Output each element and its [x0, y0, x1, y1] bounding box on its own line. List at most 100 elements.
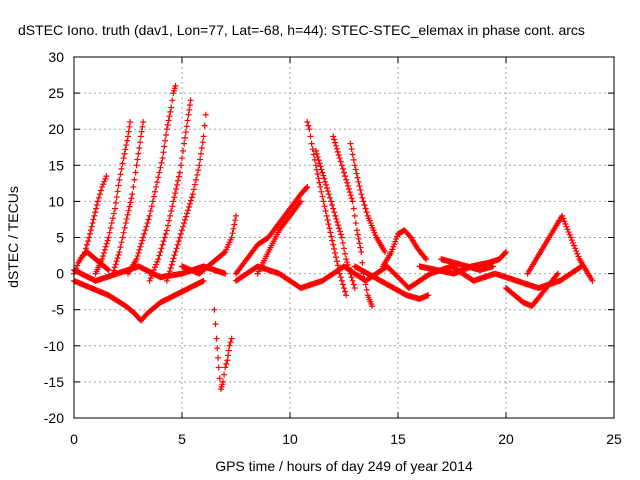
data-point: [136, 144, 143, 151]
data-point: [346, 189, 353, 196]
data-point: [182, 134, 189, 141]
data-point: [158, 245, 165, 252]
data-point: [101, 246, 108, 253]
series-arc21: [524, 212, 596, 284]
y-tick-label: -15: [44, 374, 64, 390]
x-tick-label: 20: [498, 431, 514, 447]
data-point: [315, 175, 322, 182]
data-point: [185, 111, 192, 118]
data-point: [127, 199, 134, 206]
data-point: [103, 240, 110, 247]
data-point: [114, 255, 121, 262]
data-point: [112, 199, 119, 206]
data-point: [349, 151, 356, 158]
data-point: [228, 335, 235, 342]
data-point: [155, 256, 162, 263]
data-point: [503, 248, 509, 255]
data-point: [355, 178, 362, 185]
data-point: [348, 195, 355, 202]
data-point: [135, 150, 142, 157]
data-point: [312, 147, 319, 154]
data-point: [137, 243, 144, 250]
data-point: [336, 155, 343, 162]
data-point: [343, 292, 350, 299]
data-point: [91, 212, 98, 219]
x-tick-label: 25: [606, 431, 622, 447]
data-point: [144, 220, 151, 227]
data-point: [164, 121, 171, 128]
data-point: [342, 288, 349, 295]
data-point: [304, 118, 311, 125]
data-point: [86, 234, 93, 241]
y-tick-label: -5: [52, 302, 65, 318]
data-point: [166, 113, 173, 120]
data-point: [565, 229, 572, 236]
data-point: [174, 177, 181, 184]
data-point: [124, 211, 131, 218]
data-point: [195, 167, 202, 174]
data-point: [559, 212, 566, 219]
data-point: [138, 240, 145, 247]
data-point: [113, 258, 120, 265]
series-arc23: [254, 198, 304, 277]
data-point: [121, 150, 128, 157]
data-point: [157, 164, 164, 171]
data-point: [107, 224, 114, 231]
data-point: [573, 248, 580, 255]
data-point: [232, 217, 239, 224]
data-point: [100, 181, 107, 188]
data-point: [135, 249, 142, 256]
data-point: [179, 227, 185, 234]
data-point: [136, 246, 143, 253]
data-point: [358, 191, 365, 198]
data-point: [356, 182, 363, 189]
series-arc11: [233, 183, 311, 277]
data-point: [354, 174, 361, 181]
data-point: [157, 248, 164, 255]
data-point: [187, 197, 194, 204]
data-point: [152, 264, 158, 271]
data-point: [118, 239, 125, 246]
data-point: [423, 256, 430, 263]
data-point: [332, 212, 339, 219]
data-point: [334, 219, 341, 226]
data-point: [330, 205, 337, 212]
data-point: [88, 223, 95, 230]
data-point: [125, 133, 131, 140]
data-point: [562, 220, 569, 227]
data-point: [211, 306, 218, 313]
y-tick-label: 20: [48, 121, 64, 137]
data-point: [216, 375, 223, 382]
data-points: [71, 82, 596, 393]
data-point: [114, 188, 121, 195]
data-point: [357, 187, 364, 194]
data-point: [167, 212, 174, 219]
data-point: [199, 139, 206, 146]
data-point: [574, 250, 581, 257]
data-point: [350, 205, 357, 212]
data-point: [187, 97, 194, 104]
data-point: [98, 187, 104, 194]
data-point: [162, 230, 169, 237]
data-point: [123, 215, 130, 222]
data-point: [109, 215, 116, 222]
data-point: [356, 240, 363, 247]
data-point: [352, 166, 359, 173]
data-point: [134, 253, 141, 260]
data-point: [568, 237, 575, 244]
data-point: [363, 286, 370, 293]
data-point: [331, 245, 338, 252]
data-point: [327, 229, 334, 236]
data-point: [113, 194, 120, 201]
series-arc22: [233, 263, 585, 292]
data-point: [230, 225, 237, 232]
data-point: [197, 156, 204, 163]
data-point: [139, 123, 146, 130]
data-point: [567, 234, 574, 241]
data-point: [326, 225, 333, 232]
data-point: [161, 143, 168, 150]
x-tick-label: 0: [70, 431, 78, 447]
data-point: [150, 193, 157, 200]
data-point: [160, 149, 167, 156]
data-point: [163, 227, 170, 234]
